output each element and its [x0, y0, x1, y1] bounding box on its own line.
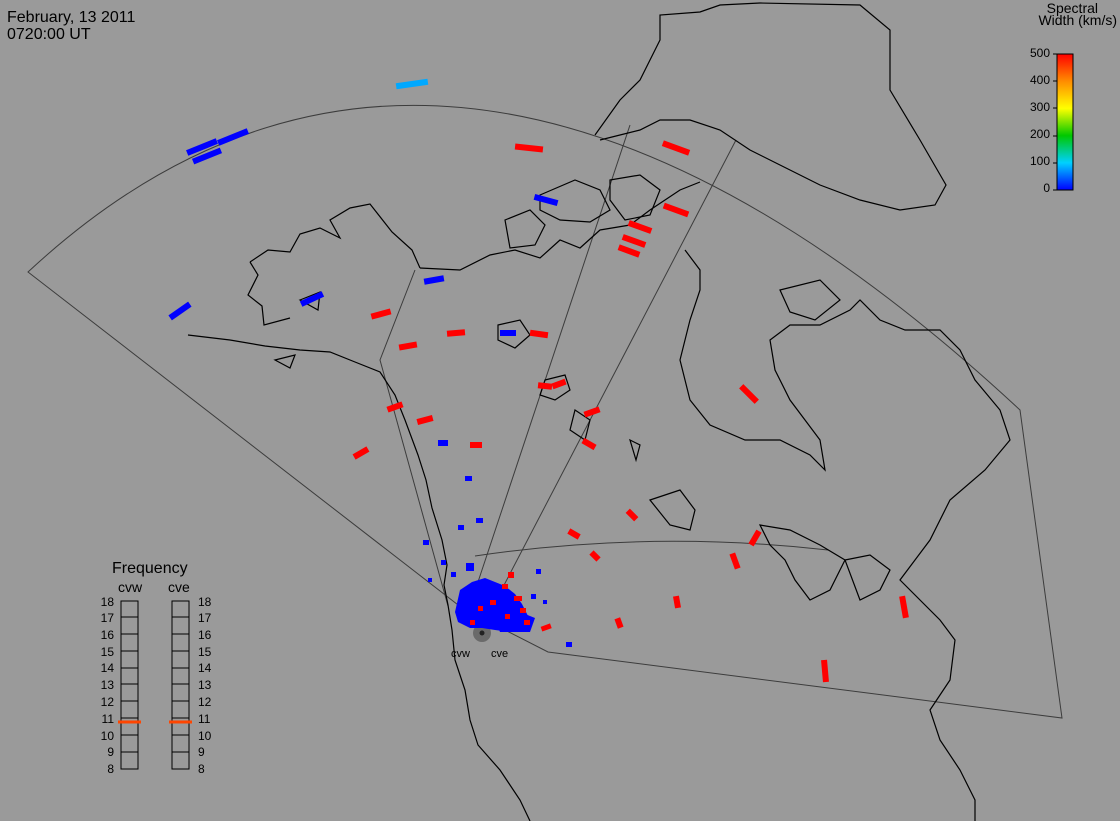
colorbar-tick-label: 400 — [1029, 73, 1050, 87]
frequency-label-left: 12 — [100, 695, 114, 709]
frequency-label-right: 11 — [198, 712, 211, 726]
date-label: February, 13 2011 — [7, 9, 136, 26]
frequency-label-right: 14 — [198, 661, 212, 675]
frequency-label-right: 13 — [198, 678, 212, 692]
frequency-label-right: 17 — [198, 611, 212, 625]
coastlines — [187, 2, 1011, 821]
colorbar-tick-label: 300 — [1029, 100, 1050, 114]
frequency-label-left: 9 — [107, 745, 114, 759]
frequency-marker-cvw — [118, 720, 141, 724]
frequency-column-cve: cve — [168, 579, 190, 595]
frequency-label-right: 12 — [198, 695, 212, 709]
frequency-label-right: 18 — [198, 595, 212, 609]
frequency-label-left: 13 — [100, 678, 114, 692]
colorbar-tick-label: 200 — [1029, 127, 1050, 141]
colorbar-gradient — [1056, 53, 1074, 191]
frequency-label-left: 18 — [100, 595, 114, 609]
colorbar-tick-label: 0 — [1043, 181, 1050, 195]
frequency-label-right: 15 — [198, 645, 212, 659]
frequency-label-right: 8 — [198, 762, 205, 776]
radar-site-center — [479, 630, 485, 636]
frequency-label-right: 9 — [198, 745, 205, 759]
colorbar-ticks — [1053, 53, 1057, 191]
frequency-label-left: 10 — [100, 729, 114, 743]
frequency-marker-cve — [169, 720, 192, 724]
frequency-scale-cve — [171, 600, 190, 770]
frequency-label-left: 15 — [100, 645, 114, 659]
frequency-label-right: 16 — [198, 628, 212, 642]
frequency-scale-cvw — [120, 600, 139, 770]
frequency-label-left: 17 — [100, 611, 114, 625]
frequency-label-right: 10 — [198, 729, 212, 743]
frequency-label-left: 11 — [101, 712, 114, 726]
frequency-column-cvw: cvw — [118, 579, 143, 595]
time-label: 0720:00 UT — [7, 26, 91, 43]
colorbar-title-line1: Spectral — [1046, 0, 1098, 16]
colorbar-tick-label: 500 — [1029, 46, 1050, 60]
frequency-title: Frequency — [112, 560, 188, 577]
radar-label-cve: cve — [491, 648, 509, 660]
frequency-label-left: 14 — [100, 661, 114, 675]
frequency-label-left: 8 — [107, 762, 114, 776]
radar-label-cvw: cvw — [451, 648, 470, 660]
frequency-label-left: 16 — [100, 628, 114, 642]
colorbar-tick-label: 100 — [1029, 154, 1050, 168]
radar-echoes — [168, 78, 909, 683]
colorbar-title-line2: Width (km/s) — [1038, 12, 1117, 28]
fov-outline — [27, 104, 1063, 719]
